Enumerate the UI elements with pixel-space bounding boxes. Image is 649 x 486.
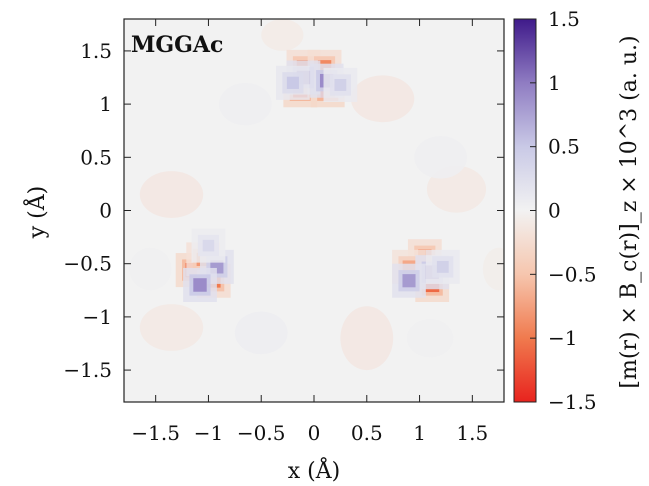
heatmap-cell [286, 76, 299, 89]
x-tick-label: 1.5 [456, 421, 488, 445]
x-tick-label: 0.5 [351, 421, 383, 445]
colorbar-tick-label: −1.5 [548, 390, 597, 414]
x-tick-label: −1 [194, 421, 223, 445]
y-tick-label: 0 [99, 199, 112, 223]
x-tick-label: −0.5 [237, 421, 286, 445]
heatmap-lobe [340, 306, 394, 371]
heatmap-lobe [234, 311, 288, 355]
panel-label: MGGAc [131, 32, 223, 58]
heatmap-lobe [414, 136, 468, 179]
heatmap-cells [175, 49, 460, 302]
colorbar: −1.5 −1 −0.5 0 0.5 1 1.5 [513, 7, 597, 414]
x-tick-label: 1 [413, 421, 426, 445]
heatmap-cell [193, 278, 207, 292]
heatmap-lobe [482, 247, 504, 291]
heatmap-lobe [350, 75, 415, 123]
colorbar-tick-label: −1 [548, 326, 577, 350]
y-tick-label: 0.5 [80, 145, 112, 169]
y-tick-label: −1 [83, 305, 112, 329]
colorbar-label: [m(r) × B_c(r)]_z × 10^3 (a. u.) [617, 35, 642, 388]
heatmap-plot-area [123, 18, 505, 403]
x-tick-label: 0 [308, 421, 321, 445]
heatmap-cell [436, 260, 449, 273]
heatmap-lobe [406, 319, 454, 358]
heatmap-cell [402, 274, 416, 288]
heatmap-lobe [139, 304, 204, 351]
colorbar-tick-label: 1 [548, 71, 561, 95]
colorbar-tick-label: −0.5 [548, 262, 597, 286]
heatmap-cell [202, 239, 215, 252]
heatmap-lobe [219, 82, 272, 126]
x-axis-label: x (Å) [288, 456, 340, 484]
colorbar-tick-label: 0.5 [548, 135, 580, 159]
heatmap-lobe [129, 247, 172, 291]
y-tick-label: 1.5 [80, 39, 112, 63]
y-tick-label: −1.5 [63, 358, 112, 382]
heatmap-lobe [261, 19, 304, 51]
x-axis-ticks: −1.5 −1 −0.5 0 0.5 1 1.5 [131, 19, 488, 445]
x-tick-label: −1.5 [131, 421, 180, 445]
y-axis-label: y (Å) [22, 186, 50, 239]
y-axis-ticks: −1.5 −1 −0.5 0 0.5 1 1.5 [63, 39, 504, 382]
colorbar-ticks: −1.5 −1 −0.5 0 0.5 1 1.5 [530, 7, 597, 414]
colorbar-tick-label: 0 [548, 199, 561, 223]
heatmap-lobes [129, 19, 504, 371]
heatmap-cell [334, 79, 347, 91]
colorbar-tick-label: 1.5 [548, 7, 580, 31]
y-tick-label: 1 [99, 92, 112, 116]
heatmap-lobe [139, 171, 204, 218]
y-tick-label: −0.5 [63, 252, 112, 276]
